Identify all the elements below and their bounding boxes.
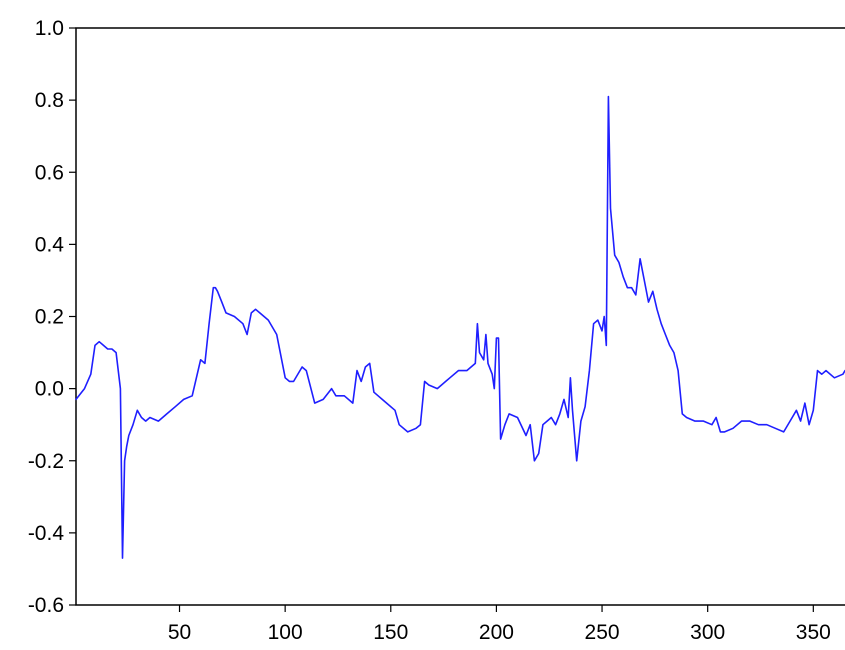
x-tick-label: 150 <box>373 621 408 644</box>
plot-area <box>75 95 845 559</box>
y-tick-label: 0.4 <box>35 233 65 256</box>
axes <box>75 27 845 606</box>
x-axis-ticks: 50 100 150 200 250 300 350 <box>168 605 831 644</box>
y-tick-label: 1.0 <box>35 17 64 40</box>
y-tick-label: 0.0 <box>35 378 64 401</box>
x-tick-label: 350 <box>796 621 831 644</box>
x-tick-label: 50 <box>168 621 191 644</box>
x-tick-label: 250 <box>585 621 620 644</box>
y-axis-ticks: -0.6 -0.4 -0.2 0.0 0.2 0.4 0.6 0.8 1.0 <box>28 17 76 617</box>
x-tick-label: 300 <box>690 621 725 644</box>
y-tick-label: 0.6 <box>35 161 64 184</box>
y-tick-label: 0.2 <box>35 306 64 329</box>
y-tick-label: 0.8 <box>35 89 64 112</box>
plot-frame <box>75 27 845 606</box>
y-tick-label: -0.6 <box>28 594 64 617</box>
series-line <box>75 95 845 559</box>
x-tick-label: 100 <box>268 621 303 644</box>
y-tick-label: -0.4 <box>28 522 65 545</box>
x-tick-label: 200 <box>479 621 514 644</box>
y-tick-label: -0.2 <box>28 450 64 473</box>
